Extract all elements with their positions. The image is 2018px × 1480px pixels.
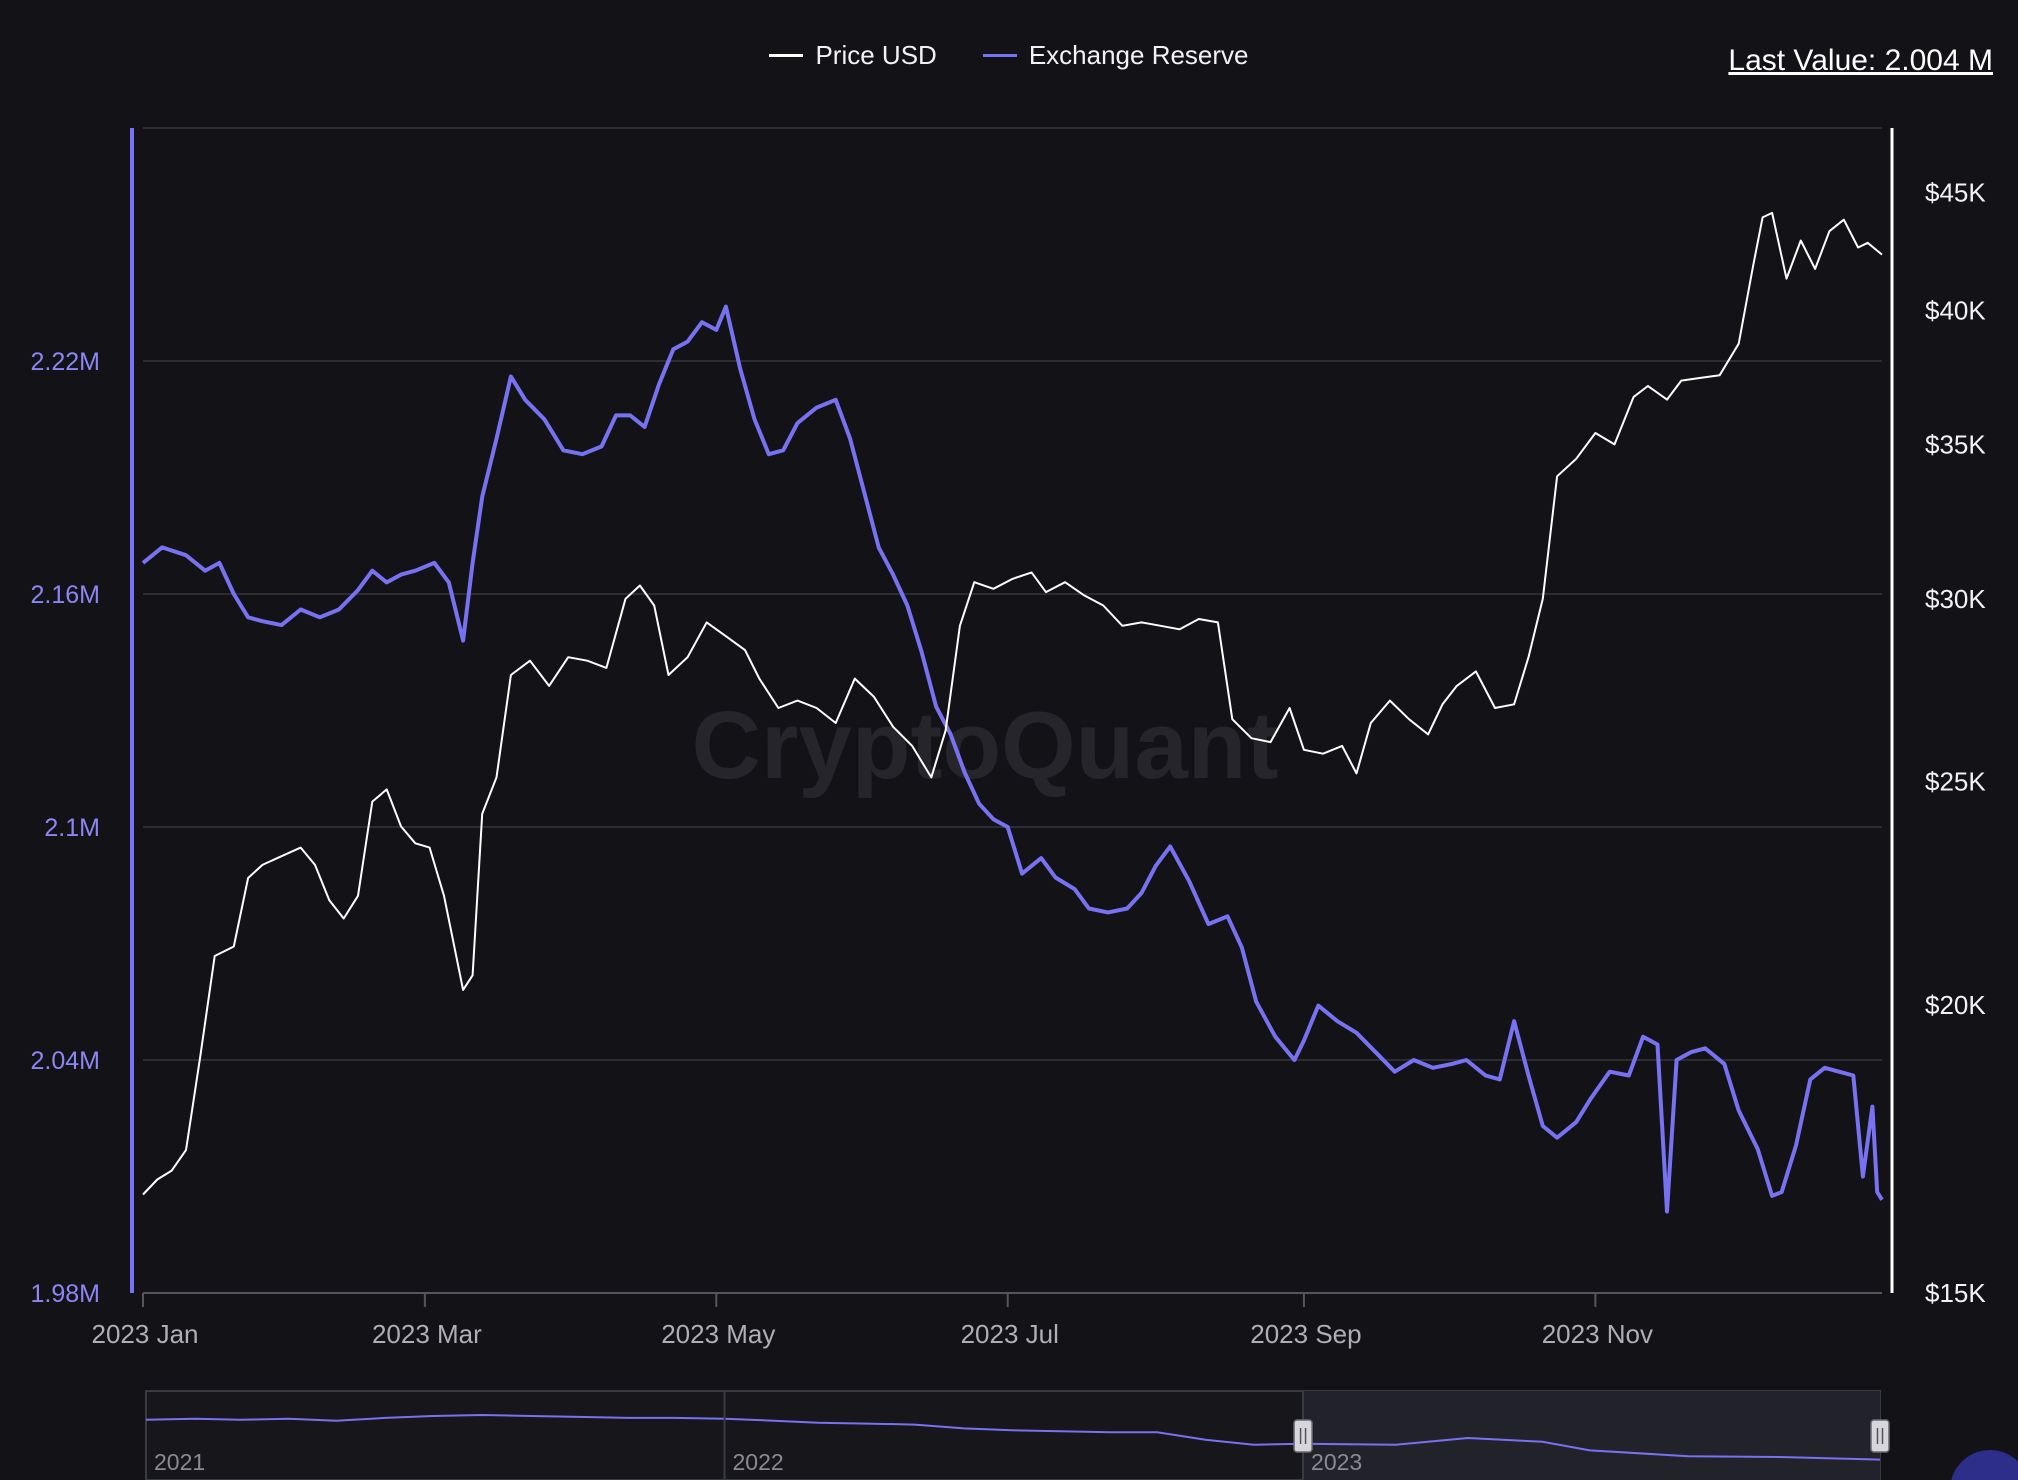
grid-lines xyxy=(143,127,1882,1061)
exchange-reserve-line xyxy=(141,304,1884,1214)
navigator-year-label: 2022 xyxy=(733,1449,784,1475)
chart-legend: Price USD Exchange Reserve xyxy=(0,40,2018,71)
watermark: CryptoQuant xyxy=(692,692,1279,799)
right-axis-tick-label: $30K xyxy=(1925,584,1986,614)
x-axis-tick-label: 2023 Sep xyxy=(1250,1319,1361,1349)
left-axis-tick-label: 2.22M xyxy=(31,348,100,376)
navigator-year-label: 2023 xyxy=(1311,1449,1362,1475)
x-axis-tick-label: 2023 Mar xyxy=(372,1319,482,1349)
left-axis-tick-label: 2.1M xyxy=(44,814,100,842)
left-axis-tick-label: 2.16M xyxy=(31,581,100,609)
navigator-year-label: 2021 xyxy=(154,1449,205,1475)
x-axis-tick-label: 2023 Jan xyxy=(92,1319,199,1349)
left-axis-tick-label: 2.04M xyxy=(31,1047,100,1075)
left-axis-tick-label: 1.98M xyxy=(31,1280,100,1308)
last-value-link[interactable]: Last Value: 2.004 M xyxy=(1728,44,1993,77)
series-lines xyxy=(141,211,1884,1214)
navigator-selection[interactable] xyxy=(1303,1391,1880,1480)
axes: 1.98M 2.04M 2.1M 2.16M 2.22M $15K $20K $25K $30K… xyxy=(31,128,1986,1349)
right-axis-tick-label: $20K xyxy=(1925,990,1986,1020)
navigator-handle[interactable] xyxy=(1293,1419,1313,1453)
chat-bubble-icon[interactable] xyxy=(1950,1450,2018,1480)
reserve-legend-swatch xyxy=(982,54,1017,57)
right-axis-tick-label: $35K xyxy=(1925,429,1986,459)
legend-item-price[interactable]: Price USD xyxy=(769,40,937,71)
right-axis-tick-label: $15K xyxy=(1925,1278,1986,1308)
x-axis-tick-label: 2023 May xyxy=(661,1319,775,1349)
range-navigator[interactable]: 2021 2022 2023 xyxy=(145,1390,2018,1480)
x-axis-tick-label: 2023 Nov xyxy=(1542,1319,1653,1349)
right-axis-tick-label: $45K xyxy=(1925,178,1986,208)
navigator-reserve-line xyxy=(145,1413,1881,1461)
price-usd-line xyxy=(142,211,1883,1196)
price-legend-label: Price USD xyxy=(815,40,937,70)
right-axis-tick-label: $25K xyxy=(1925,766,1986,796)
legend-item-reserve[interactable]: Exchange Reserve xyxy=(982,40,1249,71)
price-legend-swatch xyxy=(769,54,804,57)
reserve-legend-label: Exchange Reserve xyxy=(1028,40,1249,70)
navigator-handle[interactable] xyxy=(1870,1419,1890,1453)
x-axis-tick-label: 2023 Jul xyxy=(961,1319,1059,1349)
right-axis-tick-label: $40K xyxy=(1925,296,1986,326)
